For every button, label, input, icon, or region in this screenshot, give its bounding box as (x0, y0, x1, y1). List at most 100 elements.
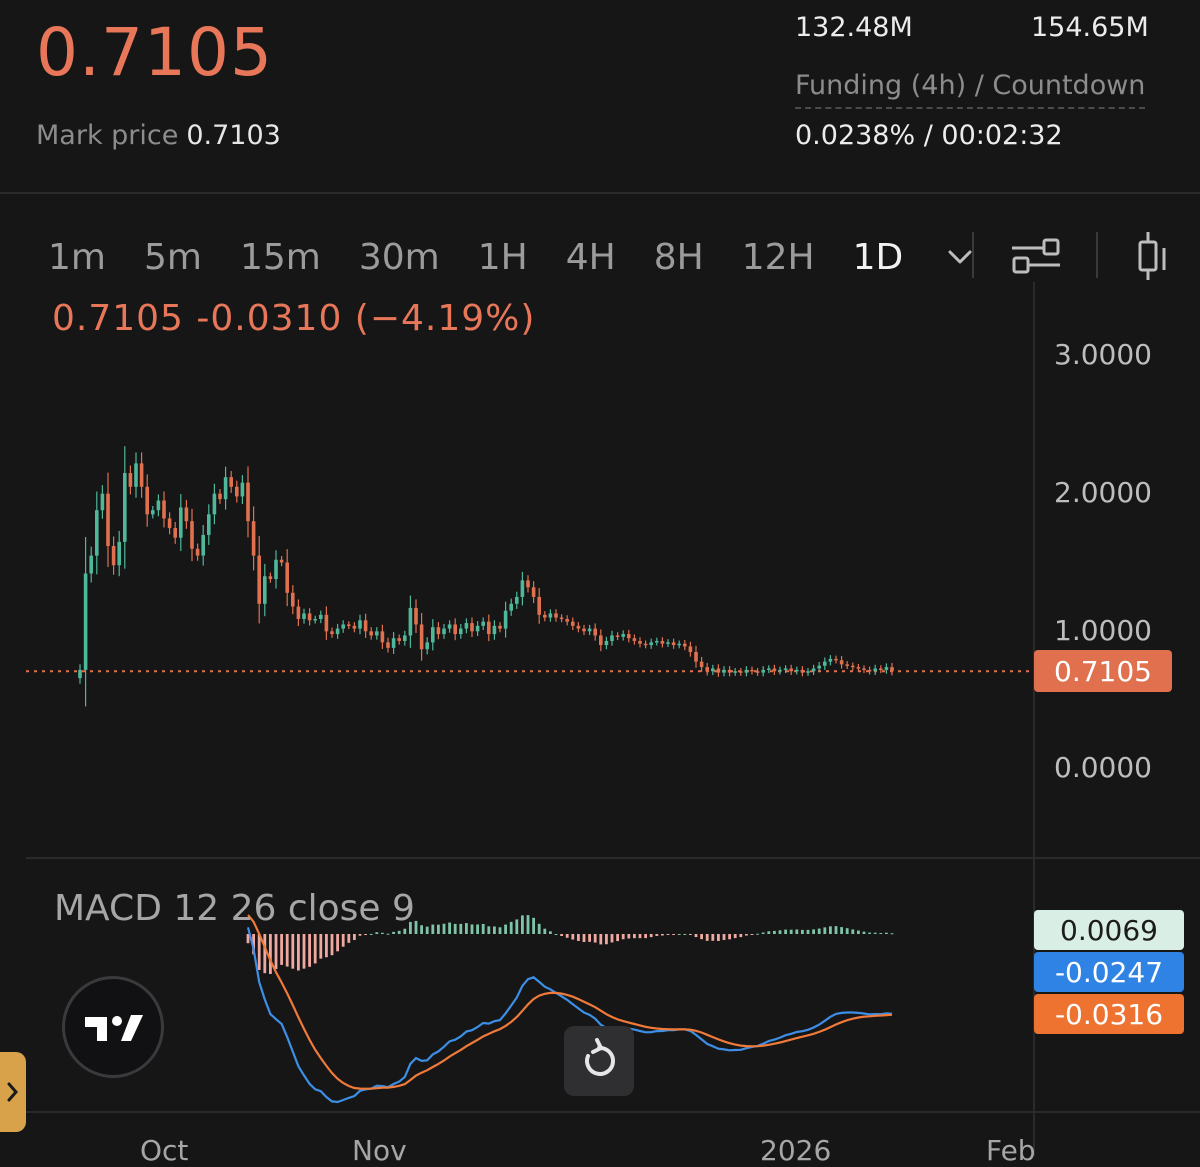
tf-8h[interactable]: 8H (653, 236, 704, 278)
macd-label[interactable]: MACD 12 26 close 9 (54, 888, 415, 929)
candle-body (755, 671, 760, 673)
candle-body (621, 634, 625, 637)
candle-body (873, 668, 877, 672)
macd-histogram-bar (549, 931, 552, 934)
macd-histogram-bar (756, 933, 759, 935)
macd-histogram-tag: 0.0069 (1034, 910, 1184, 950)
macd-histogram-bar (717, 934, 720, 941)
candle-body (470, 623, 474, 632)
macd-histogram-bar (840, 927, 843, 934)
candle-body (789, 668, 793, 672)
candle-body (548, 613, 553, 618)
candle-body (475, 625, 480, 632)
macd-histogram-bar (672, 934, 675, 935)
tf-4h[interactable]: 4H (565, 236, 616, 278)
candle-body (750, 669, 754, 672)
candle-body (89, 555, 93, 574)
tf-15m[interactable]: 15m (239, 236, 321, 278)
reset-chart-button[interactable] (564, 1026, 634, 1096)
candle-body (363, 620, 368, 632)
candle-body (593, 628, 597, 636)
indicator-settings-icon[interactable] (1010, 236, 1062, 276)
macd-histogram-bar (750, 934, 754, 935)
candle-body (845, 664, 849, 666)
candle-body (694, 651, 698, 662)
chevron-down-icon[interactable] (945, 242, 975, 272)
macd-histogram-bar (414, 920, 418, 934)
candle-body (531, 587, 536, 597)
tf-1h[interactable]: 1H (477, 236, 528, 278)
macd-histogram-bar (369, 933, 373, 935)
candle-body (111, 545, 116, 566)
candle-body (335, 628, 340, 635)
macd-histogram-bar (694, 934, 698, 938)
tradingview-logo[interactable] (62, 976, 164, 1078)
macd-histogram-bar (358, 934, 362, 936)
candle-body (464, 623, 469, 629)
candle-body (459, 628, 463, 635)
macd-histogram-bar (789, 929, 793, 934)
y-tick-0: 0.0000 (1054, 751, 1152, 784)
candle-body (341, 624, 345, 629)
candle-body (156, 500, 161, 511)
candle-body (571, 621, 575, 626)
macd-histogram-bar (582, 934, 586, 943)
macd-histogram-bar (319, 934, 323, 959)
macd-histogram-bar (269, 934, 272, 974)
macd-line-tag: -0.0247 (1034, 952, 1184, 992)
candle-body (106, 493, 110, 546)
candle-body (128, 473, 133, 487)
funding-label[interactable]: Funding (4h) / Countdown (795, 70, 1146, 109)
funding-value: 0.0238% / 00:02:32 (795, 120, 1063, 151)
macd-histogram-bar (868, 932, 871, 934)
candle-body (123, 473, 127, 542)
candle-body (302, 613, 306, 619)
x-tick-2026: 2026 (760, 1134, 832, 1167)
macd-signal-line (247, 914, 893, 1090)
toolbar-separator (972, 232, 974, 278)
macd-histogram-bar (263, 934, 267, 974)
candle-body (498, 625, 502, 629)
x-tick-feb: Feb (986, 1134, 1036, 1167)
candle-body (862, 668, 866, 671)
candle-body (677, 643, 681, 646)
macd-histogram-bar (739, 934, 743, 938)
candle-body (660, 640, 665, 644)
candle-body (207, 514, 211, 535)
tf-30m[interactable]: 30m (358, 236, 440, 278)
candle-body (655, 640, 659, 643)
header-divider (0, 192, 1200, 194)
macd-histogram-bar (515, 919, 519, 934)
candle-body (95, 510, 99, 556)
macd-histogram-bar (806, 929, 810, 934)
tf-12h[interactable]: 12H (741, 236, 815, 278)
candle-body (380, 631, 385, 643)
candle-body (134, 463, 138, 487)
candle-body (100, 493, 105, 511)
macd-histogram-bar (627, 934, 631, 939)
stat-volume-2: 154.65M (1031, 12, 1149, 43)
macd-histogram-bar (465, 923, 468, 934)
macd-histogram-bar (812, 929, 815, 934)
tf-1m[interactable]: 1m (48, 236, 106, 278)
candle-body (834, 658, 838, 661)
macd-histogram-bar (823, 927, 827, 934)
candle-body (610, 635, 614, 641)
candle-body (851, 665, 855, 668)
tf-1d[interactable]: 1D (852, 236, 904, 278)
pane-divider[interactable] (26, 857, 1200, 859)
macd-histogram-bar (403, 928, 407, 934)
side-panel-handle[interactable] (0, 1052, 26, 1132)
tf-5m[interactable]: 5m (143, 236, 202, 278)
y-tick-1: 1.0000 (1054, 614, 1152, 647)
candle-body (162, 500, 166, 519)
candle-type-icon[interactable] (1134, 230, 1168, 282)
candle-body (800, 669, 805, 673)
candle-body (867, 669, 872, 672)
macd-histogram-bar (666, 934, 670, 935)
macd-histogram-bar (537, 923, 541, 934)
macd-histogram-bar (829, 926, 832, 934)
candle-body (604, 640, 609, 646)
candle-body (727, 669, 732, 673)
